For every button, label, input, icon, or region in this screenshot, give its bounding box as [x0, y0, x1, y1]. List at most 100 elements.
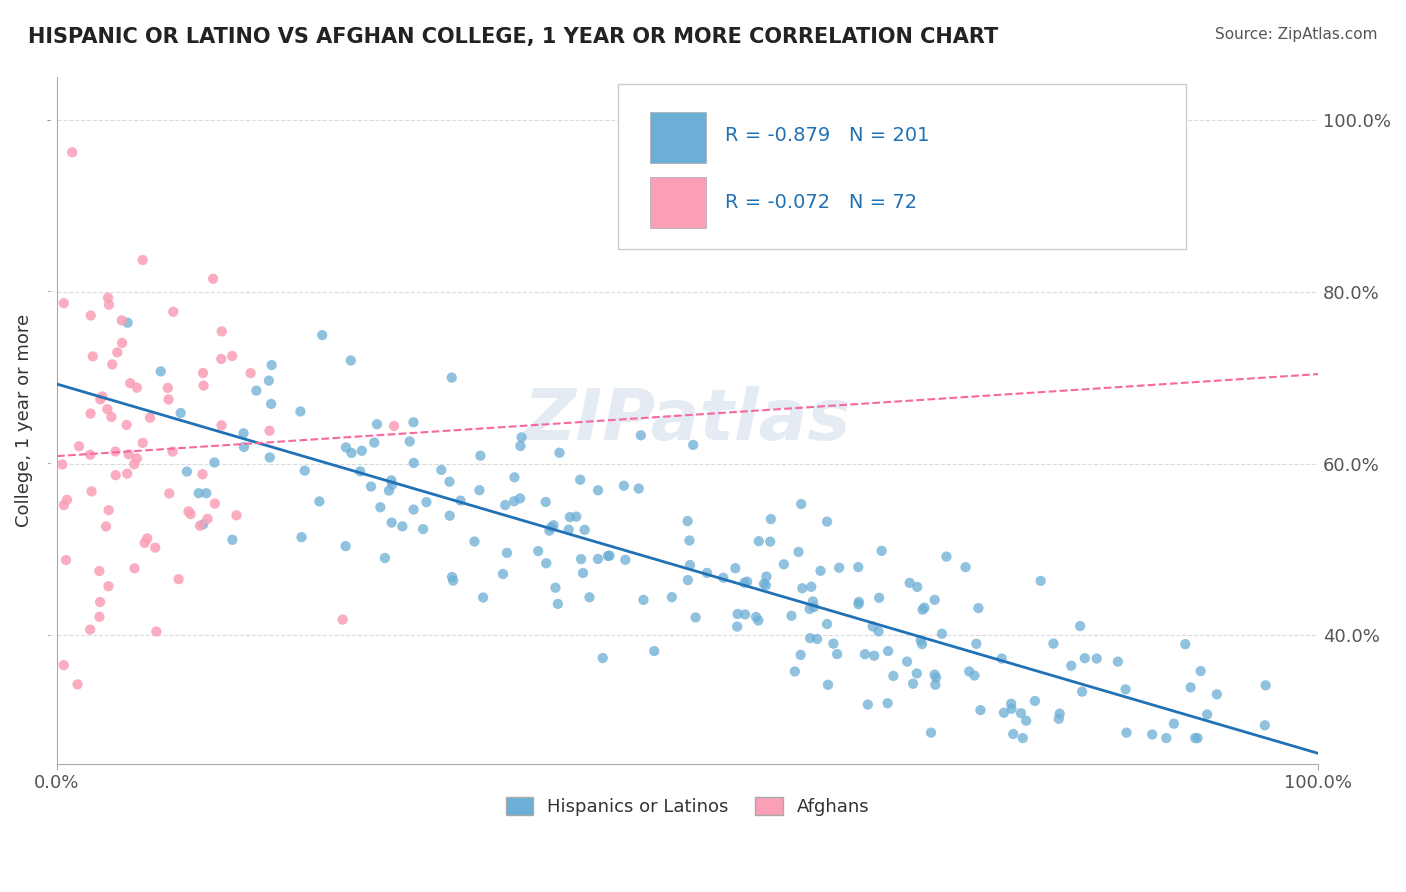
- Point: [990, 651, 1012, 665]
- Point: [1069, 619, 1091, 633]
- Point: [232, 426, 254, 441]
- Point: [139, 410, 162, 425]
- Point: [1049, 706, 1071, 721]
- Point: [1000, 697, 1022, 711]
- Point: [96, 402, 118, 417]
- Point: [679, 558, 702, 572]
- Point: [470, 449, 492, 463]
- Point: [725, 619, 748, 633]
- Point: [366, 417, 388, 432]
- Point: [1074, 651, 1097, 665]
- Point: [547, 597, 569, 611]
- Point: [191, 366, 214, 380]
- Point: [363, 435, 385, 450]
- Point: [877, 644, 900, 658]
- Point: [204, 456, 226, 470]
- Point: [124, 561, 146, 575]
- Point: [735, 574, 758, 589]
- Point: [79, 448, 101, 462]
- Point: [91, 389, 114, 403]
- Point: [661, 590, 683, 604]
- Point: [56, 492, 79, 507]
- Point: [759, 512, 782, 526]
- Point: [676, 514, 699, 528]
- Point: [803, 599, 825, 614]
- Point: [901, 676, 924, 690]
- Point: [145, 624, 167, 639]
- Point: [259, 424, 281, 438]
- Point: [1254, 678, 1277, 692]
- Point: [94, 519, 117, 533]
- Point: [815, 617, 838, 632]
- Point: [118, 447, 141, 461]
- Point: [239, 366, 262, 380]
- Point: [1156, 731, 1178, 745]
- Point: [100, 409, 122, 424]
- Point: [924, 667, 946, 681]
- Point: [965, 637, 987, 651]
- Point: [955, 560, 977, 574]
- Point: [204, 497, 226, 511]
- Point: [290, 530, 312, 544]
- Point: [1189, 664, 1212, 678]
- Point: [221, 349, 243, 363]
- Point: [89, 564, 111, 578]
- Point: [149, 364, 172, 378]
- Point: [494, 498, 516, 512]
- Point: [1000, 702, 1022, 716]
- Point: [503, 470, 526, 484]
- Point: [599, 549, 621, 563]
- Point: [398, 434, 420, 449]
- Point: [1254, 718, 1277, 732]
- Point: [468, 483, 491, 498]
- Point: [569, 552, 592, 566]
- Point: [1042, 636, 1064, 650]
- Point: [104, 468, 127, 483]
- Point: [225, 508, 247, 523]
- Point: [509, 439, 531, 453]
- Point: [402, 502, 425, 516]
- Point: [55, 553, 77, 567]
- Point: [104, 444, 127, 458]
- Point: [202, 272, 225, 286]
- Point: [536, 556, 558, 570]
- Point: [340, 446, 363, 460]
- Point: [233, 440, 256, 454]
- Point: [79, 623, 101, 637]
- Point: [963, 668, 986, 682]
- Point: [1180, 681, 1202, 695]
- Point: [957, 665, 980, 679]
- Point: [592, 651, 614, 665]
- Point: [169, 406, 191, 420]
- Point: [882, 669, 904, 683]
- Point: [98, 298, 121, 312]
- Text: R = -0.072   N = 72: R = -0.072 N = 72: [725, 193, 918, 212]
- Point: [711, 571, 734, 585]
- Point: [643, 644, 665, 658]
- Point: [52, 498, 75, 512]
- Point: [868, 624, 890, 639]
- Point: [993, 706, 1015, 720]
- Point: [503, 494, 526, 508]
- Text: R = -0.879   N = 201: R = -0.879 N = 201: [725, 127, 929, 145]
- Text: Source: ZipAtlas.com: Source: ZipAtlas.com: [1215, 27, 1378, 42]
- Text: HISPANIC OR LATINO VS AFGHAN COLLEGE, 1 YEAR OR MORE CORRELATION CHART: HISPANIC OR LATINO VS AFGHAN COLLEGE, 1 …: [28, 27, 998, 46]
- Point: [935, 549, 957, 564]
- Point: [1047, 712, 1070, 726]
- Point: [755, 578, 778, 592]
- Point: [332, 613, 354, 627]
- Point: [856, 698, 879, 712]
- Text: ZIPatlas: ZIPatlas: [524, 386, 851, 455]
- Point: [1197, 707, 1219, 722]
- Point: [350, 443, 373, 458]
- Point: [924, 678, 946, 692]
- Point: [430, 463, 453, 477]
- Point: [1085, 651, 1108, 665]
- Point: [157, 486, 180, 500]
- Point: [115, 417, 138, 432]
- Point: [557, 523, 579, 537]
- Point: [733, 575, 755, 590]
- Point: [896, 655, 918, 669]
- Point: [187, 486, 209, 500]
- Point: [696, 566, 718, 580]
